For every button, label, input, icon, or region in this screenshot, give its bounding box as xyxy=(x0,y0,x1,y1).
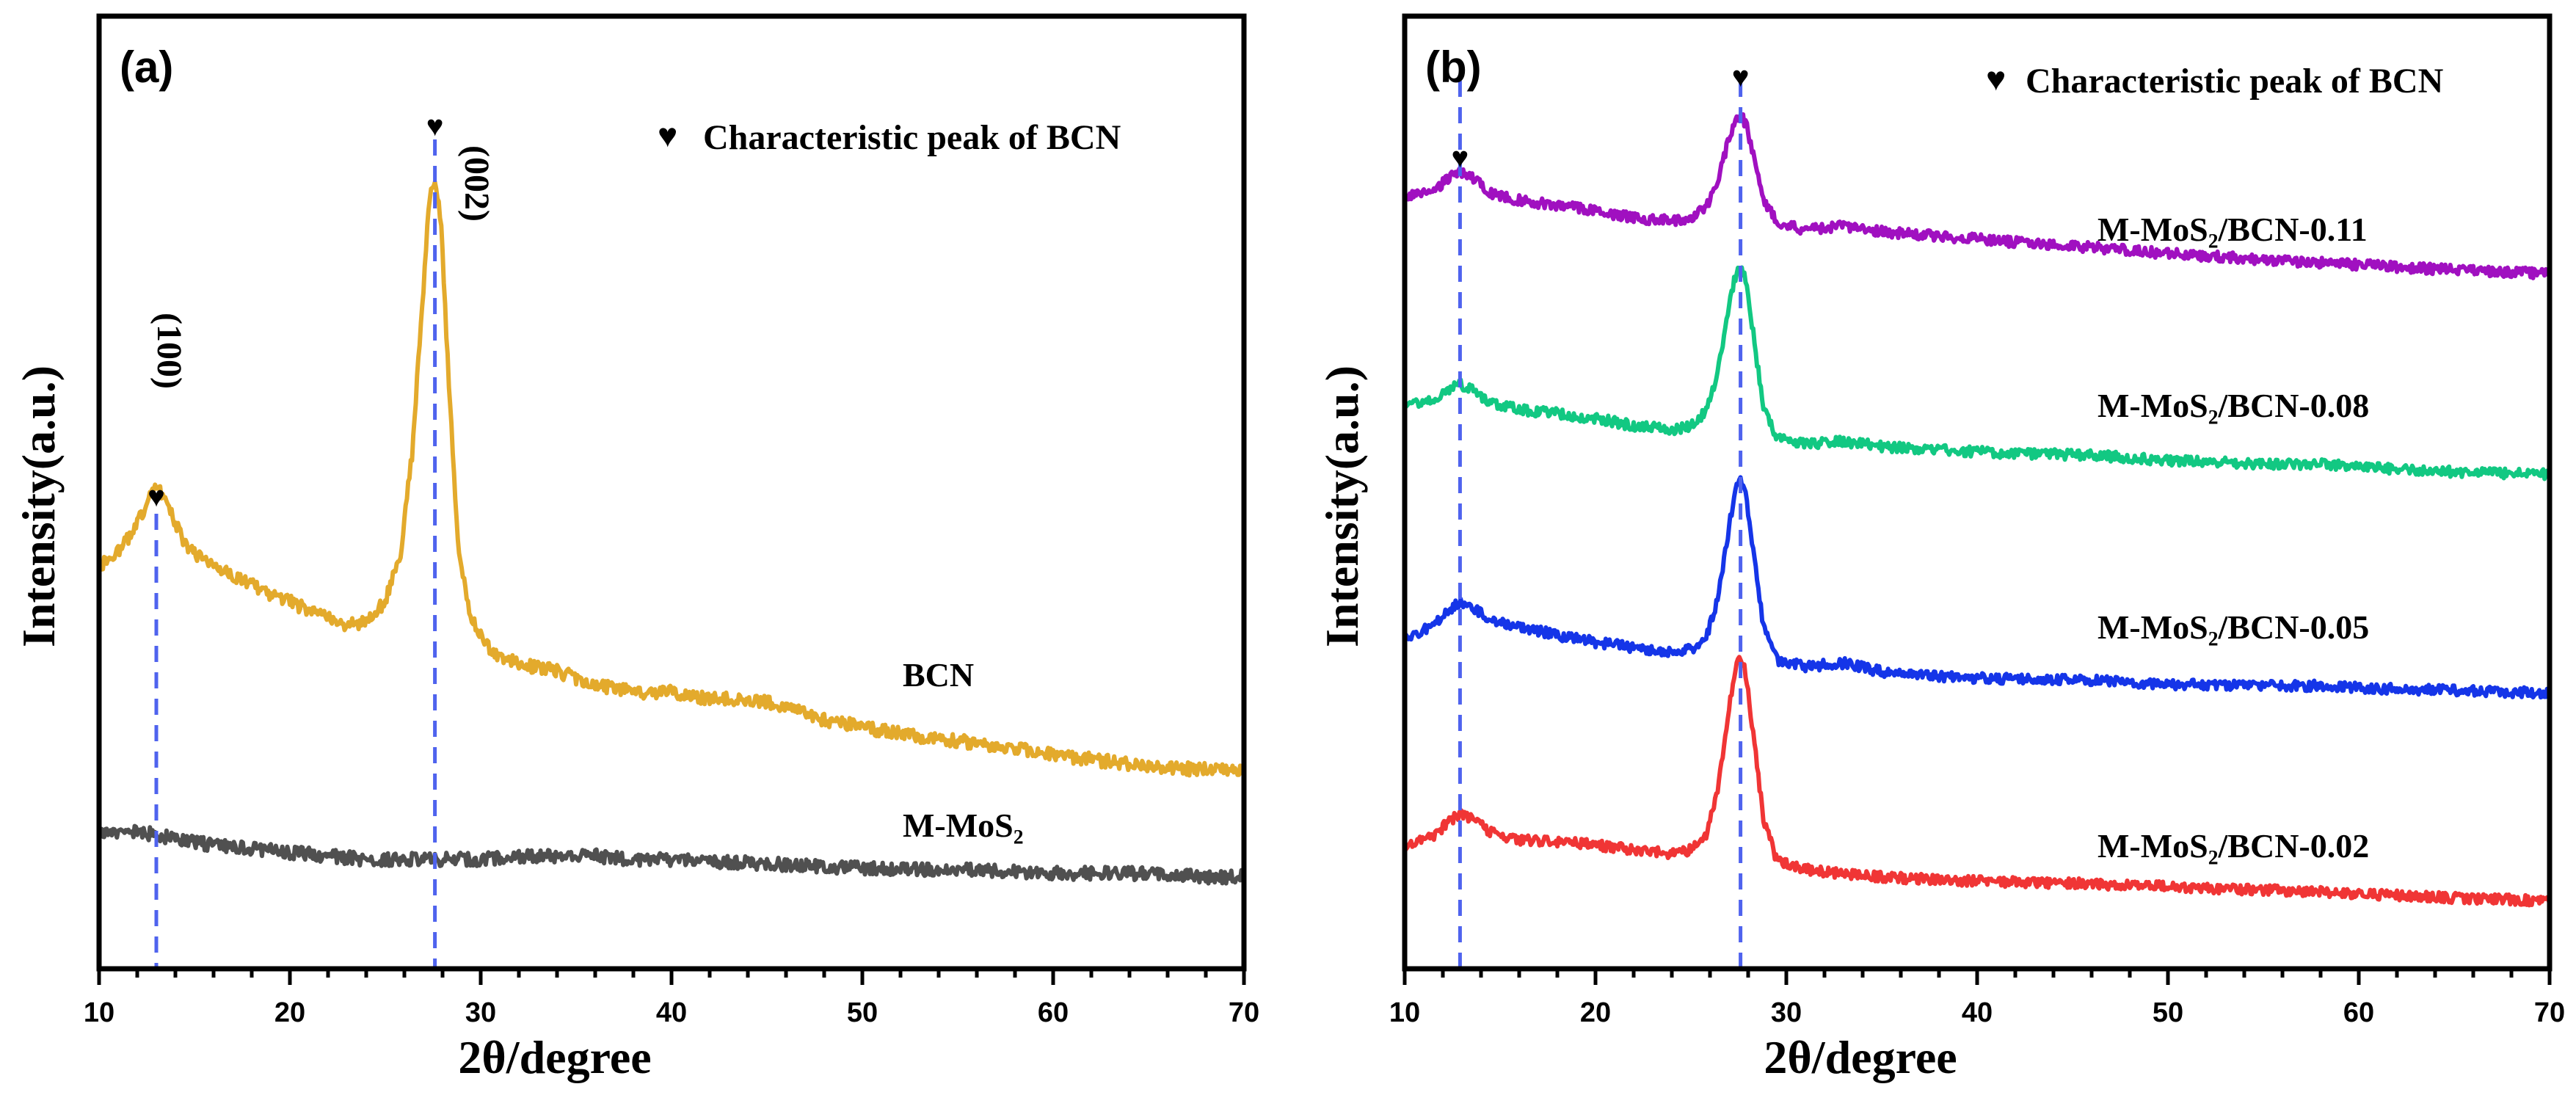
x-tick-label: 60 xyxy=(1038,997,1069,1028)
series-line-1-1 xyxy=(1402,265,2552,481)
x-tick-label: 20 xyxy=(274,997,305,1028)
panel-a-annotation-100: (100) xyxy=(150,313,189,389)
panel-b-series-label-008: M-MoS₂/BCN-0.08 xyxy=(2097,387,2369,424)
heart-marker-icon: ♥ xyxy=(148,480,165,513)
panel-a-legend-text: Characteristic peak of BCN xyxy=(703,118,1121,157)
x-tick-label: 70 xyxy=(2534,997,2565,1028)
x-tick-label: 20 xyxy=(1580,997,1611,1028)
x-tick-label: 40 xyxy=(656,997,687,1028)
x-tick-label: 10 xyxy=(1389,997,1420,1028)
series-line-0-1 xyxy=(98,823,1246,886)
panel-a-series-group xyxy=(98,180,1246,886)
panel-b-tag: (b) xyxy=(1425,43,1482,92)
panel-a-y-axis-title: Intensity(a.u.) xyxy=(12,365,65,647)
heart-marker-icon: ♥ xyxy=(426,109,444,142)
series-line-1-0 xyxy=(1403,112,2552,280)
panel-a-series-label-bcn: BCN xyxy=(903,656,974,694)
panel-a-annotation-002: (002) xyxy=(457,145,496,222)
panel-a-marker-group: ♥♥ xyxy=(148,109,443,969)
panel-b-x-ticks: 10 20 30 40 50 60 70 xyxy=(1389,969,2565,1028)
panel-b-series-group xyxy=(1402,112,2552,908)
x-tick-label: 60 xyxy=(2343,997,2374,1028)
panel-b-plot-frame xyxy=(1402,13,2553,972)
panel-b-y-axis-title: Intensity(a.u.) xyxy=(1316,365,1368,647)
x-tick-label: 40 xyxy=(1962,997,1993,1028)
series-line-1-2 xyxy=(1402,475,2551,700)
x-tick-label: 70 xyxy=(1229,997,1259,1028)
x-tick-label: 50 xyxy=(847,997,878,1028)
panel-b-series-label-011: M-MoS₂/BCN-0.11 xyxy=(2097,211,2368,248)
panel-b-series-label-002: M-MoS₂/BCN-0.02 xyxy=(2097,827,2369,865)
panel-a-series-label-mmos2: M-MoS₂ xyxy=(903,807,1024,844)
panel-b-legend-symbol: ♥ xyxy=(1986,60,2006,98)
panel-b-marker-group: ♥♥ xyxy=(1452,60,1750,969)
panel-a-x-axis-title: 2θ/degree xyxy=(458,1031,651,1083)
heart-marker-icon: ♥ xyxy=(1732,60,1750,93)
panel-b-legend-text: Characteristic peak of BCN xyxy=(2026,62,2444,101)
panel-a-tag: (a) xyxy=(120,43,173,92)
panel-b-x-axis-title: 2θ/degree xyxy=(1764,1031,1957,1083)
x-tick-label: 30 xyxy=(465,997,496,1028)
panel-a-legend-symbol: ♥ xyxy=(658,117,677,154)
heart-marker-icon: ♥ xyxy=(1452,141,1469,174)
x-tick-label: 50 xyxy=(2153,997,2183,1028)
x-tick-label: 10 xyxy=(84,997,114,1028)
series-line-0-0 xyxy=(98,180,1245,778)
panel-a-chart: ♥♥ 10 20 30 40 50 60 70 (a) ♥ Characteristic p… xyxy=(12,13,1259,1083)
x-tick-label: 30 xyxy=(1771,997,1802,1028)
panel-b-series-label-005: M-MoS₂/BCN-0.05 xyxy=(2097,608,2369,646)
panel-a-plot-frame xyxy=(96,13,1247,972)
series-line-1-3 xyxy=(1402,655,2552,908)
panel-a-x-ticks: 10 20 30 40 50 60 70 xyxy=(84,969,1259,1028)
panel-b-chart: ♥♥ 10 20 30 40 50 60 70 (b) ♥ Characteristic p… xyxy=(1316,13,2565,1083)
